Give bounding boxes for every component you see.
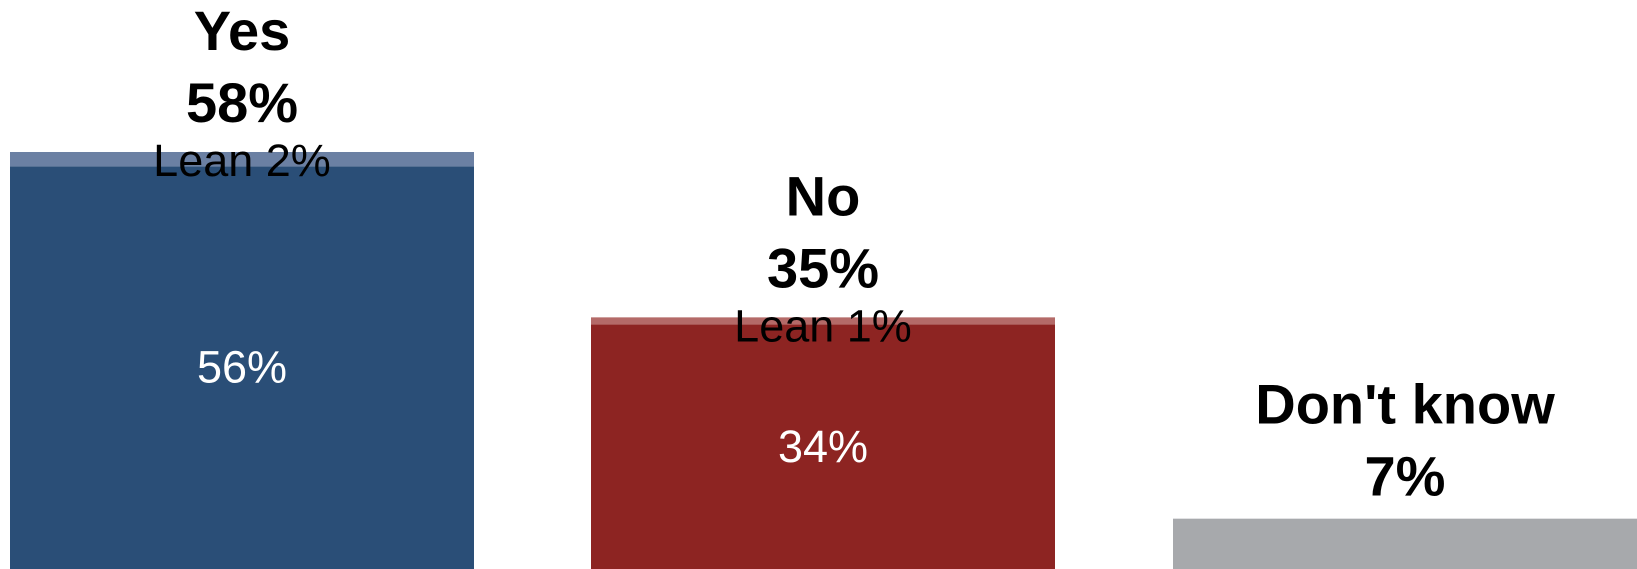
value-label-no: 34% — [778, 421, 868, 472]
bar-lean-no — [591, 317, 1055, 325]
lean-label-no: Lean 1% — [734, 300, 912, 351]
bar-no — [591, 324, 1055, 569]
bar-don-t-know — [1173, 518, 1637, 569]
total-label-don-t-know: 7% — [1365, 445, 1446, 508]
bar-lean-yes — [10, 152, 474, 167]
category-label-no: No — [786, 164, 861, 227]
category-label-don-t-know: Don't know — [1255, 373, 1555, 436]
total-label-no: 35% — [767, 236, 879, 299]
value-label-yes: 56% — [197, 342, 287, 393]
lean-label-yes: Lean 2% — [153, 135, 331, 186]
category-label-yes: Yes — [194, 0, 291, 62]
total-label-yes: 58% — [186, 71, 298, 134]
bar-yes — [10, 166, 474, 569]
